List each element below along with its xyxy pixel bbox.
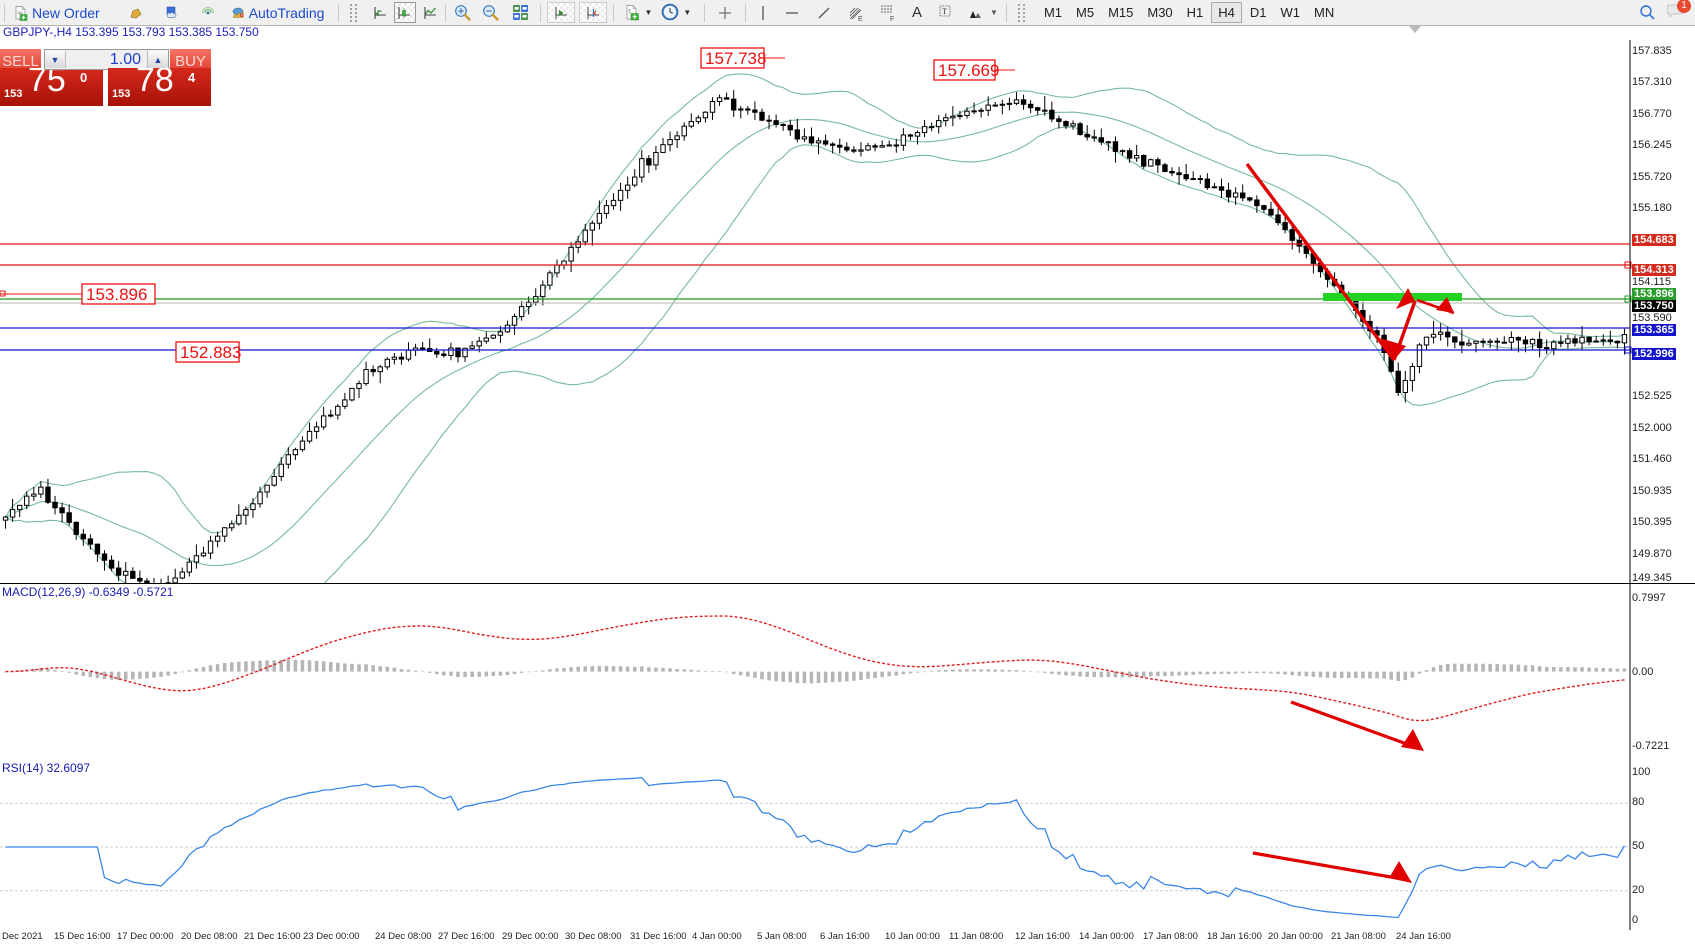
svg-text:152.883: 152.883 [180,343,241,362]
svg-text:157.669: 157.669 [938,61,999,80]
svg-text:T: T [942,7,947,16]
svg-text:157.738: 157.738 [705,49,766,68]
svg-text:153.896: 153.896 [86,285,147,304]
svg-text:F: F [890,16,894,22]
svg-text:E: E [858,16,863,22]
